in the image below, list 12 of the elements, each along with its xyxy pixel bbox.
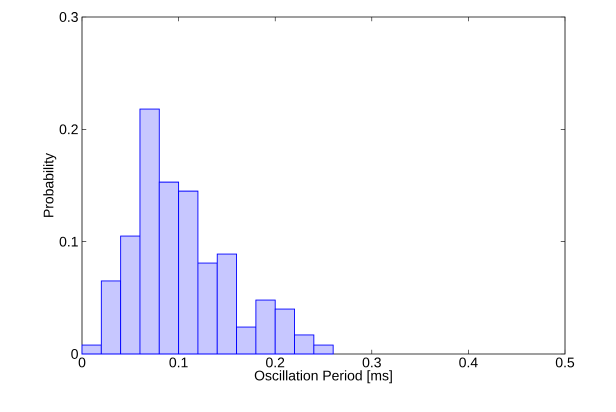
- y-axis-title: Probability: [43, 152, 56, 217]
- x-axis-title: Oscillation Period [ms]: [254, 370, 392, 384]
- x-tick-label: 0.1: [169, 358, 188, 368]
- x-tick-label: 0.2: [266, 358, 284, 368]
- x-tick-label: 0.3: [362, 358, 381, 368]
- x-tick-label: 0.4: [459, 358, 478, 368]
- x-tick-label: 0.5: [556, 358, 574, 368]
- x-tick-label: 0: [78, 358, 86, 368]
- y-tick-label: 0.1: [60, 236, 78, 247]
- y-tick-label: 0.2: [60, 124, 78, 134]
- y-tick-label: 0: [71, 349, 78, 359]
- y-tick-label: 0.3: [60, 12, 78, 22]
